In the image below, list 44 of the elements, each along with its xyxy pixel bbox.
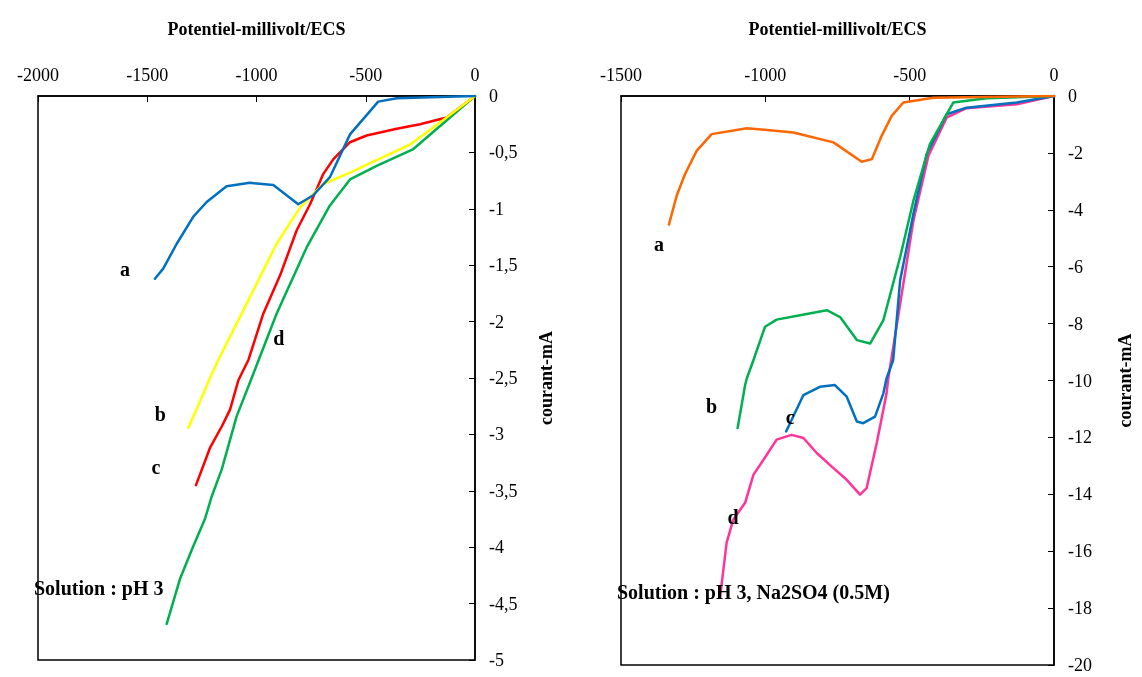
x-tick-label: -1000 [744, 65, 787, 85]
x-tick-label: 0 [1049, 65, 1059, 85]
y-tick-label: -3,5 [489, 480, 518, 501]
y-tick-label: 0 [489, 86, 498, 106]
y-tick-label: -16 [1068, 541, 1092, 562]
y-tick-label: -1 [489, 198, 504, 219]
x-axis-title: Potentiel-millivolt/ECS [748, 19, 927, 39]
x-tick-label: -2000 [17, 65, 59, 85]
x-tick-label: -500 [349, 65, 383, 85]
y-tick-label: -12 [1068, 427, 1092, 448]
series-label: d [273, 326, 285, 349]
x-tick-label: -1500 [126, 65, 169, 85]
y-tick-label: -8 [1068, 313, 1083, 334]
line-series [667, 94, 1056, 226]
line-series [187, 94, 477, 429]
y-tick-label: -6 [1068, 256, 1083, 277]
x-axis-title: Potentiel-millivolt/ECS [167, 19, 346, 39]
y-tick-label: -18 [1068, 598, 1092, 619]
series-label: a [653, 232, 664, 255]
y-tick-label: -0,5 [489, 142, 518, 163]
x-tick-label: -1000 [235, 65, 278, 85]
y-axis-title: courant-mA [536, 331, 556, 425]
y-tick-label: -1,5 [489, 255, 518, 276]
series-label: b [154, 402, 166, 425]
y-tick-label: -20 [1068, 655, 1092, 675]
line-series [153, 94, 477, 280]
y-tick-label: -2,5 [489, 368, 518, 388]
y-tick-label: -5 [489, 650, 504, 670]
y-tick-label: -4,5 [489, 593, 518, 614]
y-tick-label: 0 [1068, 86, 1077, 106]
y-tick-label: -14 [1068, 484, 1092, 505]
y-tick-label: -2 [1068, 142, 1083, 163]
series-label: b [706, 395, 718, 418]
y-tick-label: -4 [1068, 199, 1083, 220]
y-axis-title: courant-mA [1115, 333, 1135, 428]
y-tick-label: -3 [489, 424, 504, 445]
x-tick-label: 0 [470, 65, 480, 85]
y-tick-label: -2 [489, 311, 504, 332]
series-label: a [119, 257, 130, 280]
x-tick-label: -500 [893, 65, 927, 85]
x-tick-label: -1500 [600, 65, 642, 85]
y-tick-label: -4 [489, 537, 504, 558]
y-tick-label: -10 [1068, 370, 1092, 391]
series-label: c [151, 456, 161, 479]
